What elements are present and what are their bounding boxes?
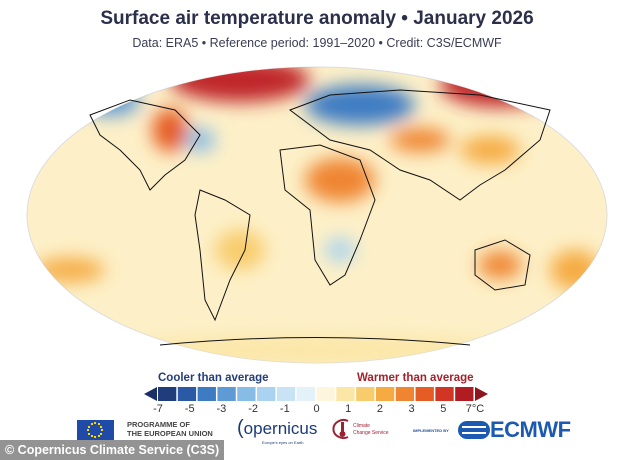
eu-star-icon [100,425,103,428]
colorbar [144,387,488,401]
colorbar-swatch [316,387,335,401]
colorbar-swatch [435,387,454,401]
copernicus-tagline: Europe's eyes on Earth [262,440,304,445]
colorbar-swatch [415,387,434,401]
colorbar-tick-label: 2 [376,403,383,415]
colorbar-swatch [158,387,177,401]
warmer-label: Warmer than average [357,372,474,384]
eu-star-icon [97,435,100,438]
ecmwf-symbol-icon [458,421,490,439]
colorbar-swatch [356,387,375,401]
map-subtitle: Data: ERA5 • Reference period: 1991–2020… [132,36,502,50]
eu-flag-logo [77,420,114,440]
eu-star-icon [100,432,103,435]
colorbar-tick-label: -7 [153,403,163,415]
colorbar-high-arrow [475,387,488,401]
colorbar-low-arrow [144,387,157,401]
colorbar-swatch [375,387,395,401]
colorbar-swatch [336,387,355,401]
eu-programme-text: PROGRAMME OF THE EUROPEAN UNION [127,420,213,438]
colorbar-tick-label: -3 [216,403,227,415]
ecmwf-logo: ECMWF [490,417,571,442]
colorbar-tick-label: 0 [313,403,320,415]
eu-star-icon [87,425,90,428]
eu-star-icon [90,422,93,425]
colorbar-swatch [217,387,236,401]
eu-star-icon [94,436,96,438]
eu-star-icon [90,435,93,438]
eu-star-icon [97,422,100,425]
map-title: Surface air temperature anomaly • Januar… [100,8,534,29]
eu-star-icon [94,422,96,424]
colorbar-tick-label: 5 [440,403,447,415]
colorbar-swatch [237,387,256,401]
cooler-label: Cooler than average [158,372,269,384]
colorbar-swatch [177,387,197,401]
colorbar-tick-label: 7°C [465,403,485,415]
eu-star-icon [87,429,89,431]
colorbar-tick-label: -2 [248,403,258,415]
colorbar-swatch [455,387,474,401]
colorbar-swatch [276,387,296,401]
colorbar-tick-label: 1 [345,403,352,415]
image-credit: © Copernicus Climate Service (C3S) [0,440,225,460]
colorbar-swatch [257,387,276,401]
colorbar-tick-label: 3 [408,403,415,415]
eu-star-icon [101,429,103,431]
coastlines [89,89,551,346]
colorbar-swatch [197,387,216,401]
colorbar-swatch [296,387,315,401]
logo-strip: PROGRAMME OF THE EUROPEAN UNION (opernic… [0,417,634,445]
eu-star-icon [87,432,90,435]
colorbar-swatch [395,387,415,401]
c3s-text: Climate Change Service [353,423,389,436]
copernicus-ring-icon: ( [237,417,244,439]
c3s-thermometer-icon [332,419,349,439]
copernicus-logo: (opernicus [237,418,317,438]
copernicus-text: opernicus [243,419,318,438]
colorbar-tick-label: -5 [184,403,195,415]
colorbar-tick-label: -1 [279,403,290,415]
implemented-by-text: IMPLEMENTED BY [413,428,449,433]
